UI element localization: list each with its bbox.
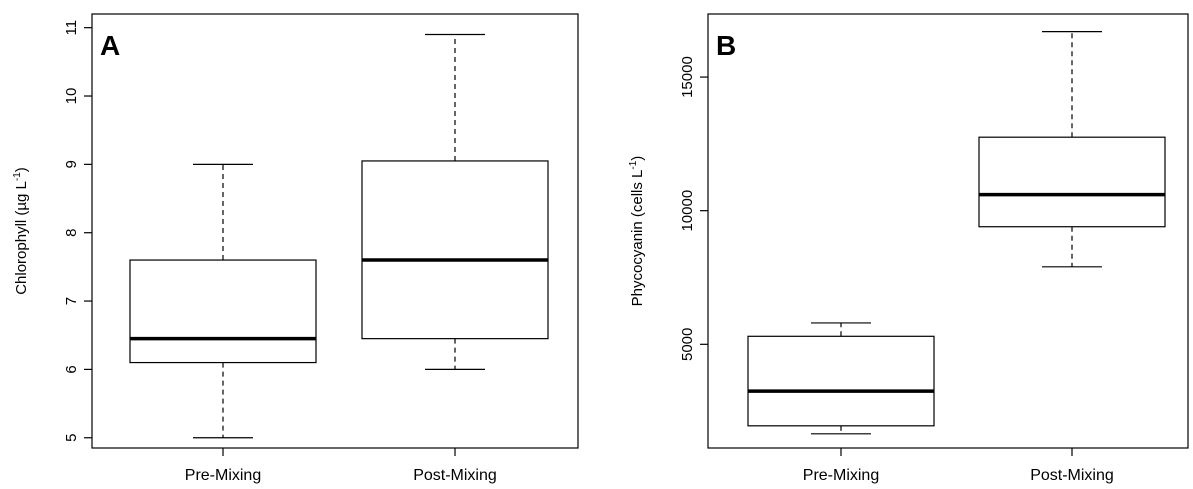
x-tick-label: Post-Mixing	[1030, 467, 1114, 484]
iqr-box	[747, 335, 935, 427]
y-axis-label-text: Phycocyanin (cells L	[629, 170, 646, 307]
y-tick-label: 5000	[679, 328, 696, 361]
box-post-mixing	[978, 31, 1166, 268]
box-post-mixing	[361, 33, 549, 371]
box-pre-mixing	[747, 322, 935, 435]
y-axis-label-text: Chlorophyll (µg L	[13, 181, 30, 295]
y-tick-label: 11	[63, 20, 80, 36]
x-tick-label: Post-Mixing	[413, 467, 497, 484]
panel-label: A	[100, 30, 120, 61]
y-tick-label: 6	[63, 365, 80, 373]
iqr-box	[978, 136, 1166, 228]
y-tick-label: 10000	[679, 190, 696, 232]
iqr-box	[129, 259, 317, 364]
y-tick-label: 7	[63, 297, 80, 305]
chart-panel-b: B 5000 10000 15000 Phycocyanin (cells L-1) Pr…	[628, 13, 1189, 484]
y-tick-label: 9	[63, 160, 80, 168]
y-axis-label-close: )	[13, 167, 30, 172]
y-axis-label: Chlorophyll (µg L-1)	[12, 167, 30, 295]
iqr-box	[361, 160, 549, 340]
plot-frame	[91, 13, 579, 449]
y-tick-label: 5	[63, 434, 80, 442]
x-tick-label: Pre-Mixing	[185, 467, 261, 484]
chart-panel-a: A 5 6 7 8 9 10 11 Chlorophyll (µg L-1) Pre-Mixing…	[12, 13, 579, 484]
y-axis-label-superscript: -1	[12, 172, 23, 181]
y-axis-label-close: )	[629, 156, 646, 161]
y-tick-label: 8	[63, 229, 80, 237]
y-tick-label: 15000	[679, 56, 696, 98]
y-tick-label: 10	[63, 88, 80, 105]
y-axis-label-superscript: -1	[628, 160, 639, 169]
plot-frame	[707, 13, 1189, 449]
y-axis-label: Phycocyanin (cells L-1)	[628, 156, 646, 307]
x-tick-label: Pre-Mixing	[803, 467, 879, 484]
panel-label: B	[716, 30, 736, 61]
box-pre-mixing	[129, 163, 317, 439]
